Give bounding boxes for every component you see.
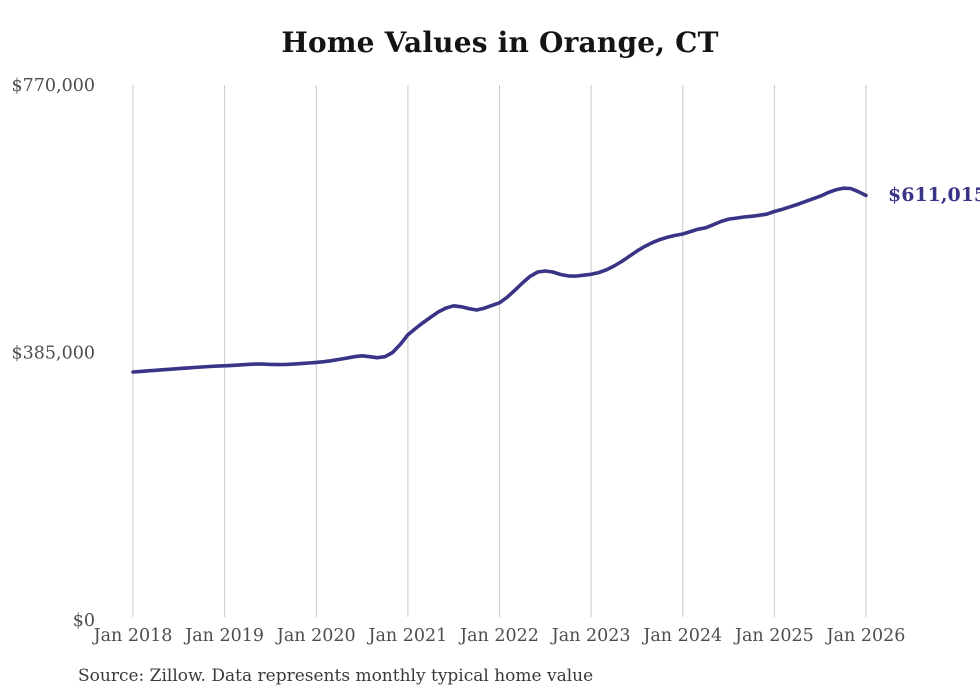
y-tick-label: $385,000 <box>11 344 95 364</box>
source-note: Source: Zillow. Data represents monthly … <box>78 666 594 686</box>
x-tick-label: Jan 2024 <box>641 626 722 646</box>
home-value-line <box>131 186 868 374</box>
x-tick-label: Jan 2019 <box>183 626 264 646</box>
latest-value-label: $611,015 <box>888 184 980 207</box>
x-tick-label: Jan 2021 <box>366 626 447 646</box>
x-tick-label: Jan 2023 <box>550 626 631 646</box>
x-tick-label: Jan 2018 <box>92 626 173 646</box>
y-tick-label: $770,000 <box>11 76 95 96</box>
x-tick-label: Jan 2020 <box>275 626 356 646</box>
chart-title: Home Values in Orange, CT <box>281 26 719 59</box>
x-tick-label: Jan 2026 <box>825 626 906 646</box>
x-tick-label: Jan 2025 <box>733 626 814 646</box>
x-tick-label: Jan 2022 <box>458 626 539 646</box>
y-tick-label: $0 <box>73 611 95 631</box>
